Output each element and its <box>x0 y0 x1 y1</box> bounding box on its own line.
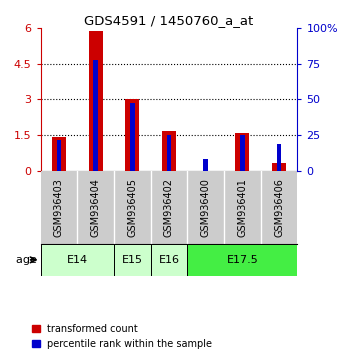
Bar <box>187 244 297 276</box>
Text: GSM936402: GSM936402 <box>164 178 174 237</box>
Bar <box>130 103 135 171</box>
Title: GDS4591 / 1450760_a_at: GDS4591 / 1450760_a_at <box>84 14 254 27</box>
Text: GSM936405: GSM936405 <box>127 178 137 237</box>
Bar <box>277 144 281 171</box>
Text: E14: E14 <box>67 255 88 265</box>
Bar <box>240 135 245 171</box>
Bar <box>114 244 151 276</box>
Text: GSM936400: GSM936400 <box>201 178 211 237</box>
Text: GSM936406: GSM936406 <box>274 178 284 237</box>
Bar <box>272 164 286 171</box>
Legend: transformed count, percentile rank within the sample: transformed count, percentile rank withi… <box>32 324 213 349</box>
Bar <box>125 99 139 171</box>
Bar <box>41 244 114 276</box>
Bar <box>93 60 98 171</box>
Bar <box>236 133 249 171</box>
Bar <box>167 135 171 171</box>
Bar <box>52 137 66 171</box>
Bar <box>162 131 176 171</box>
Text: E16: E16 <box>159 255 179 265</box>
Bar <box>89 31 102 171</box>
Text: GSM936403: GSM936403 <box>54 178 64 237</box>
Text: age: age <box>16 255 41 265</box>
Text: GSM936404: GSM936404 <box>91 178 101 237</box>
Bar <box>203 159 208 171</box>
Bar <box>57 140 61 171</box>
Text: E17.5: E17.5 <box>226 255 258 265</box>
Text: GSM936401: GSM936401 <box>237 178 247 237</box>
Bar <box>151 244 187 276</box>
Text: E15: E15 <box>122 255 143 265</box>
